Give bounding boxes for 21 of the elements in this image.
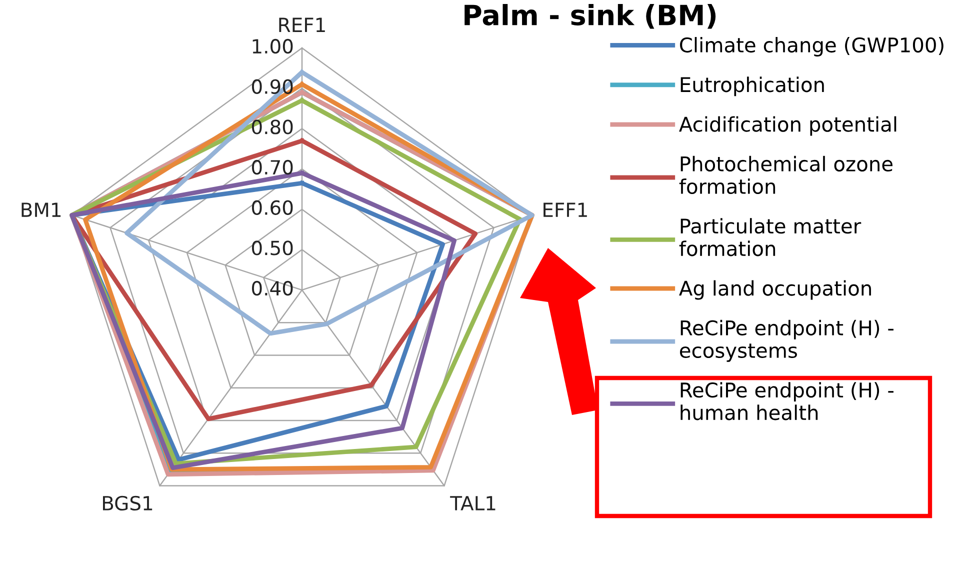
y-tick-label: 0.50	[252, 240, 293, 256]
y-tick-label: 0.60	[252, 200, 293, 215]
legend-label: Particulate matter formation	[679, 218, 862, 256]
legend-label: Photochemical ozone formation	[679, 156, 892, 194]
spoke-label: REF1	[279, 18, 325, 32]
spoke-label: TAL1	[450, 496, 496, 510]
y-tick-label: 1.00	[252, 38, 293, 54]
legend-label: Acidification potential	[679, 116, 896, 136]
legend-label: ReCiPe endpoint (H) - human health	[680, 382, 894, 420]
legend-label: ReCiPe endpoint (H) - ecosystems	[680, 320, 894, 362]
legend-label: Eutrophication	[680, 76, 824, 96]
y-tick-label: 0.90	[252, 79, 293, 94]
spoke-label: BM1	[22, 202, 61, 217]
legend-label: Climate change (GWP100)	[680, 37, 944, 56]
legend-label: Ag land occupation	[679, 280, 871, 300]
spoke-label: EFF1	[544, 202, 587, 217]
spoke-label: BGS1	[103, 496, 152, 511]
y-tick-label: 0.80	[252, 120, 293, 134]
y-tick-label: 0.70	[252, 160, 293, 175]
chart-title: Palm - sink (BM)	[464, 4, 716, 29]
y-tick-label: 0.40	[252, 280, 293, 296]
